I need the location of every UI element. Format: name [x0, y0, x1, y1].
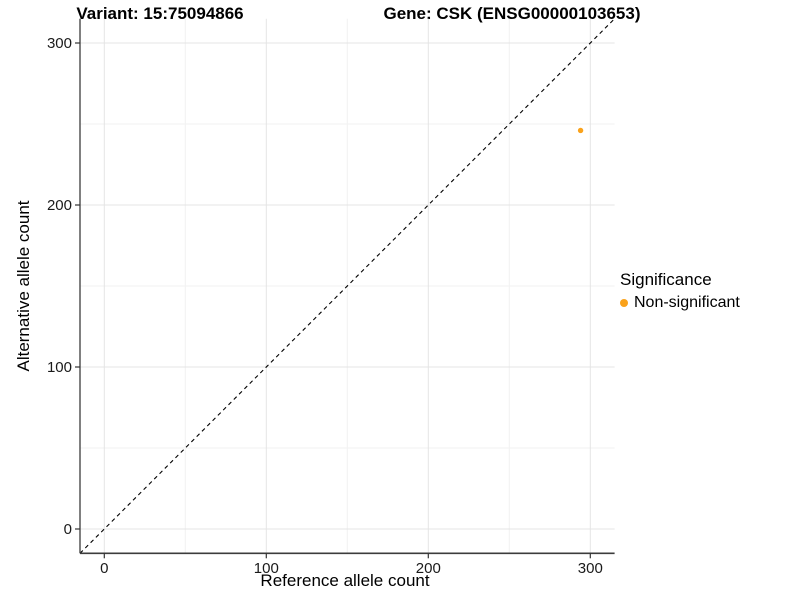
- legend: Significance Non-significant: [620, 270, 740, 312]
- y-axis-title: Alternative allele count: [14, 200, 33, 372]
- legend-item-non-significant: Non-significant: [620, 293, 740, 312]
- x-tick-label: 300: [577, 560, 603, 578]
- identity-dashed-line: [79, 18, 615, 554]
- plot-title-gene: Gene: CSK (ENSG00000103653): [383, 4, 641, 23]
- plot-title-variant: Variant: 15:75094866: [76, 4, 244, 23]
- x-tick-label: 100: [253, 560, 279, 578]
- y-tick-label: 100: [46, 358, 72, 376]
- y-tick-label: 300: [46, 34, 72, 52]
- legend-item-label: Non-significant: [634, 294, 740, 311]
- legend-point-icon: [620, 298, 628, 307]
- y-tick-label: 200: [46, 196, 72, 214]
- x-tick-label: 200: [415, 560, 441, 578]
- y-tick-label: 0: [63, 520, 72, 538]
- data-point: [577, 127, 584, 134]
- x-axis-title: Reference allele count: [260, 571, 430, 590]
- x-tick-label: 0: [100, 560, 109, 578]
- legend-title: Significance: [620, 270, 712, 289]
